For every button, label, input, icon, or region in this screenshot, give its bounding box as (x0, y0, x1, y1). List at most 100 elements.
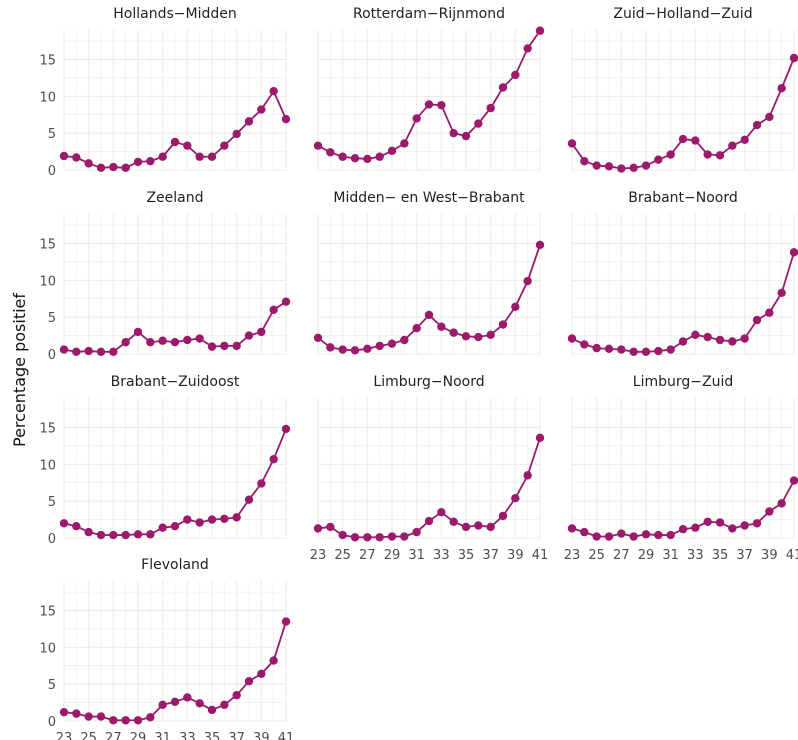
data-point (244, 331, 254, 340)
data-point (375, 152, 384, 161)
data-point (523, 44, 532, 53)
data-point (220, 341, 229, 351)
data-point (96, 712, 106, 721)
data-point (121, 530, 130, 540)
data-point (580, 527, 589, 537)
data-point (72, 347, 81, 356)
x-tick-label: 31 (408, 548, 425, 563)
data-point (281, 617, 291, 626)
data-point (703, 150, 712, 159)
data-point (207, 705, 217, 715)
data-point (257, 479, 266, 488)
data-point (350, 154, 360, 163)
x-tick-label: 25 (80, 731, 97, 740)
data-point (72, 522, 81, 531)
data-point (486, 330, 495, 340)
data-point (511, 302, 520, 312)
data-point (84, 346, 93, 356)
data-point (400, 335, 409, 345)
data-point (244, 117, 254, 126)
data-point (498, 83, 508, 92)
data-point (424, 100, 434, 109)
data-point (765, 507, 774, 516)
data-point (313, 141, 323, 150)
data-point (363, 533, 372, 542)
data-point (170, 697, 180, 707)
data-point (84, 712, 93, 721)
data-point (269, 656, 278, 665)
data-point (678, 337, 688, 346)
data-point (121, 163, 130, 172)
y-tick-label: 15 (39, 53, 56, 68)
y-tick-label: 5 (48, 127, 56, 142)
x-tick-label: 31 (662, 548, 679, 563)
data-point (59, 345, 69, 354)
data-point (220, 514, 229, 524)
data-point (535, 26, 545, 35)
data-point (567, 139, 577, 148)
facet-panel: Limburg−Zuid 23 25 27 29 31 33 35 37 39 41 (564, 374, 798, 563)
data-point (232, 129, 241, 139)
x-tick-label: 23 (56, 731, 73, 740)
data-point (387, 532, 397, 541)
data-point (220, 700, 229, 709)
data-point (474, 521, 483, 530)
data-point (133, 530, 143, 539)
facet-panel: Zuid−Holland−Zuid (567, 6, 798, 173)
data-point (313, 524, 323, 533)
x-tick-label: 29 (638, 548, 655, 563)
data-point (437, 322, 446, 331)
data-point (777, 288, 786, 298)
y-tick-label: 10 (39, 641, 56, 656)
data-point (535, 433, 545, 442)
data-point (269, 305, 278, 314)
x-tick-label: 29 (130, 731, 147, 740)
facet-panel: Flevoland 0 5 10 15 23 25 27 29 31 33 35 37 39 41 (39, 557, 294, 740)
data-point (338, 152, 347, 161)
data-point (269, 86, 278, 96)
data-point (486, 103, 495, 113)
facet-title: Rotterdam−Rijnmond (353, 6, 505, 22)
data-point (121, 716, 130, 725)
x-tick-label: 39 (507, 548, 524, 563)
data-point (350, 533, 360, 542)
data-point (789, 476, 798, 485)
data-point (752, 120, 762, 130)
x-tick-label: 41 (278, 731, 295, 740)
data-point (400, 532, 409, 541)
data-point (170, 137, 180, 147)
data-point (133, 157, 143, 167)
data-point (269, 454, 278, 464)
x-tick-label: 33 (179, 731, 196, 740)
y-tick-label: 0 (48, 164, 56, 179)
data-point (400, 139, 409, 148)
x-tick-label: 41 (532, 548, 549, 563)
data-point (535, 240, 545, 250)
facet-title: Zeeland (146, 190, 203, 206)
data-point (666, 345, 675, 354)
data-point (195, 518, 204, 527)
data-point (567, 334, 577, 343)
data-point (592, 532, 601, 541)
data-point (207, 515, 217, 524)
facet-panel: Rotterdam−Rijnmond (313, 6, 545, 171)
facet-panel: Zeeland 0 5 10 15 (39, 190, 291, 363)
y-tick-label: 15 (39, 604, 56, 619)
data-point (375, 533, 384, 542)
data-point (765, 112, 774, 122)
data-point (523, 471, 532, 480)
x-tick-label: 29 (384, 548, 401, 563)
data-point (72, 709, 81, 718)
data-point (498, 320, 508, 329)
data-point (281, 424, 291, 434)
data-point (617, 345, 626, 354)
data-point (580, 340, 589, 349)
data-point (109, 347, 118, 356)
data-point (654, 155, 663, 164)
data-point (412, 527, 421, 537)
data-point (84, 527, 93, 537)
x-tick-label: 39 (761, 548, 778, 563)
data-point (146, 530, 155, 539)
x-tick-label: 37 (228, 731, 245, 740)
data-point (326, 522, 335, 532)
